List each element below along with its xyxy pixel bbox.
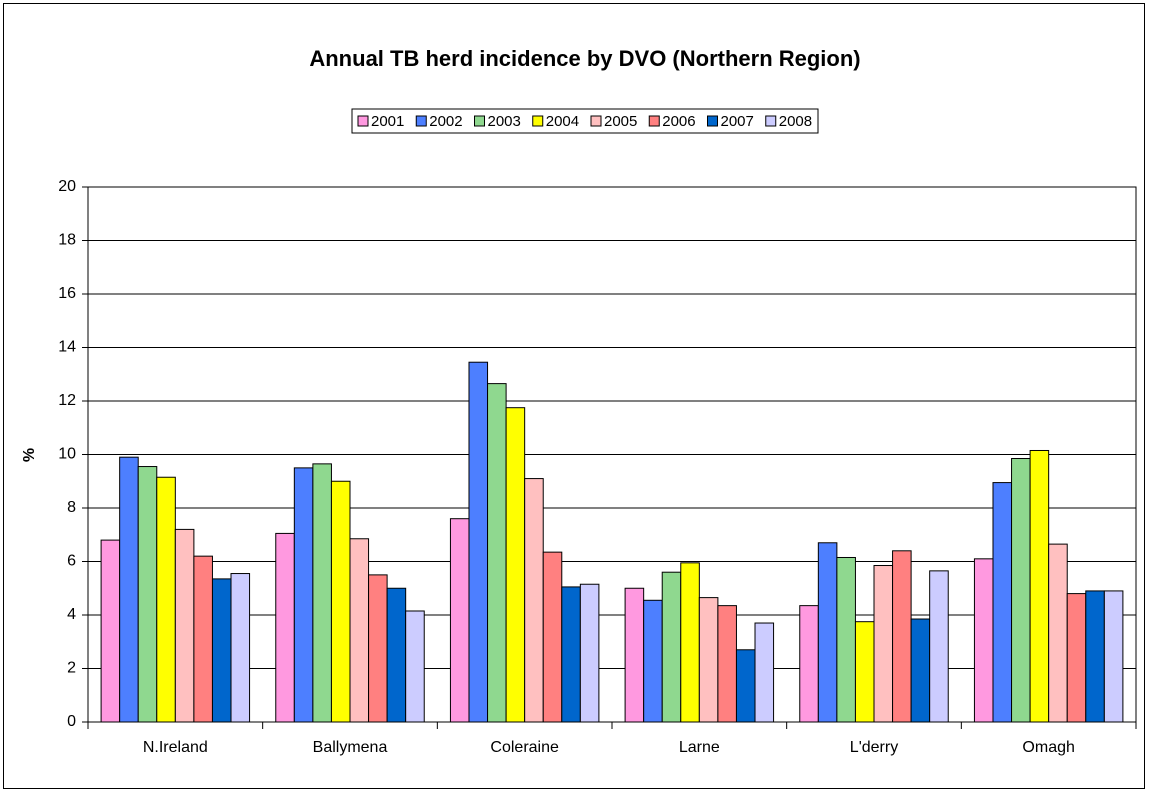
bar [1085,590,1105,723]
bar [624,587,645,723]
legend-swatch [648,115,660,127]
bar [468,361,489,723]
x-tick-label: L'derry [850,739,898,756]
bar [561,586,581,723]
y-tick-label: 8 [67,499,76,516]
y-tick-label: 14 [58,339,76,356]
bar [680,562,700,723]
bar [836,556,856,723]
bar [137,466,158,723]
y-axis-label: % [21,448,38,462]
legend-box [351,108,819,134]
bar [156,476,176,723]
bar [386,587,407,723]
legend-label: 2006 [662,113,695,130]
bar [405,610,425,723]
bar [735,649,756,723]
bar [854,621,875,723]
bar [973,558,994,723]
bar [1048,543,1068,723]
y-tick-label: 20 [58,178,76,195]
bar [1011,458,1031,723]
bar [100,539,121,723]
legend-swatch [765,115,777,127]
x-tick-label: Ballymena [313,739,388,756]
bar [449,518,470,723]
x-tick-label: N.Ireland [143,739,208,756]
chart-title: Annual TB herd incidence by DVO (Norther… [309,46,860,71]
legend-swatch [590,115,602,127]
bar [312,463,332,723]
bar [193,555,213,723]
bar [505,407,526,723]
legend-swatch [532,115,544,127]
legend-label: 2007 [721,113,754,130]
bar [349,538,370,723]
y-tick-label: 0 [67,713,76,730]
legend-label: 2003 [488,113,521,130]
legend-swatch [415,115,427,127]
x-tick-label: Omagh [1022,739,1074,756]
bar [799,605,819,723]
bar [910,618,931,723]
bar [929,570,949,723]
bar [643,599,663,723]
bar [579,583,600,723]
legend-swatch [357,115,369,127]
legend-label: 2008 [779,113,812,130]
y-tick-label: 16 [58,285,76,302]
bar [330,480,351,723]
bar [524,478,544,723]
y-tick-label: 6 [67,553,76,570]
bar [487,383,507,723]
bar [892,550,912,723]
x-tick-label: Coleraine [490,739,559,756]
legend-swatch [707,115,718,127]
bar [661,571,682,723]
legend-label: 2005 [604,113,637,130]
x-tick-label: Larne [679,739,720,756]
bar [1029,449,1050,723]
bar [873,565,894,723]
bar [275,532,295,723]
legend-label: 2004 [546,113,579,130]
bar [368,574,388,723]
bar [754,622,775,723]
bar [817,542,838,723]
bar [992,482,1013,723]
bar [717,605,737,723]
y-tick-label: 12 [58,392,76,409]
bar [1066,593,1087,723]
bar [1103,590,1124,723]
legend-swatch [474,115,485,127]
legend-label: 2002 [429,113,462,130]
legend-label: 2001 [371,113,404,130]
y-tick-label: 2 [67,660,76,677]
y-tick-label: 10 [58,446,76,463]
bar [211,578,232,723]
y-tick-label: 18 [58,232,76,249]
bar [230,573,251,723]
bar [698,597,719,723]
y-tick-label: 4 [67,606,76,623]
bar [174,528,195,723]
bar [542,551,563,723]
bar [119,456,139,723]
bar [293,467,314,723]
